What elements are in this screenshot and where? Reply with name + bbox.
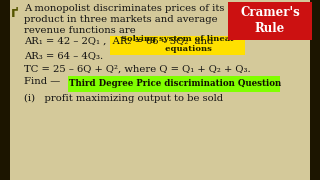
Text: product in three markets and average: product in three markets and average (24, 15, 218, 24)
Text: Rule: Rule (255, 22, 285, 35)
Text: (i)   profit maximizing output to be sold: (i) profit maximizing output to be sold (24, 94, 223, 103)
Text: Solving system of linear
       equations: Solving system of linear equations (121, 35, 235, 53)
Text: AR₁ = 42 – 2Q₁ ,  AR₂ = 66 – 3Q₂  and: AR₁ = 42 – 2Q₁ , AR₂ = 66 – 3Q₂ and (24, 37, 213, 46)
Bar (68, 76, 280, 92)
Text: ґ: ґ (11, 6, 18, 20)
Text: Cramer's: Cramer's (240, 6, 300, 19)
Text: A monopolist discriminates prices of its: A monopolist discriminates prices of its (24, 4, 224, 13)
Text: Find —: Find — (24, 77, 60, 86)
Bar (228, 2, 312, 40)
Text: AR₃ = 64 – 4Q₃.: AR₃ = 64 – 4Q₃. (24, 51, 103, 60)
Text: Third Degree Price discrimination Question: Third Degree Price discrimination Questi… (69, 80, 281, 89)
Text: revenue functions are: revenue functions are (24, 26, 136, 35)
Text: TC = 25 – 6Q + Q², where Q = Q₁ + Q₂ + Q₃.: TC = 25 – 6Q + Q², where Q = Q₁ + Q₂ + Q… (24, 65, 251, 74)
Bar (110, 36, 245, 55)
